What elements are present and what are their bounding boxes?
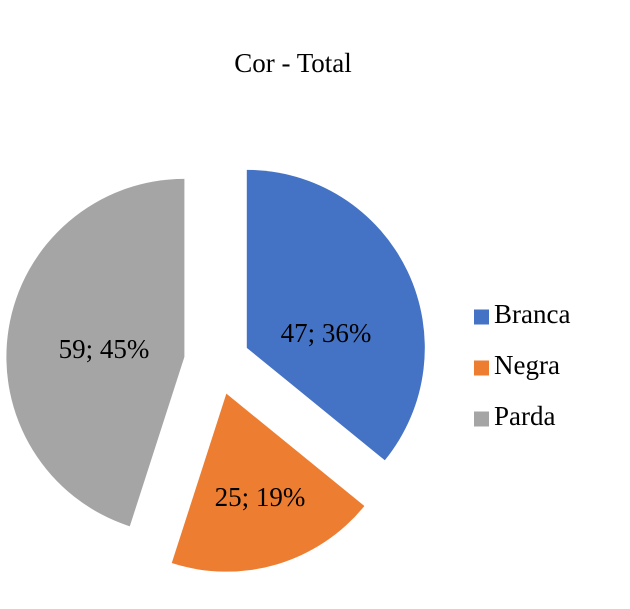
data-label-branca: 47; 36% — [281, 318, 372, 348]
pie-data-labels: 47; 36% 25; 19% 59; 45% — [59, 318, 372, 512]
legend-label-parda: Parda — [494, 401, 555, 431]
data-label-parda: 59; 45% — [59, 334, 150, 364]
legend-label-negra: Negra — [494, 350, 560, 380]
legend: Branca Negra Parda — [474, 299, 570, 431]
pie-slice-branca — [246, 169, 425, 461]
pie-slices — [6, 169, 425, 572]
data-label-negra: 25; 19% — [215, 482, 306, 512]
chart-title: Cor - Total — [234, 48, 352, 78]
legend-label-branca: Branca — [494, 299, 570, 329]
pie-slice-parda — [6, 178, 185, 527]
legend-swatch-parda — [474, 411, 489, 427]
pie-slice-negra — [171, 393, 365, 572]
legend-swatch-branca — [474, 309, 489, 325]
legend-swatch-negra — [474, 360, 489, 376]
